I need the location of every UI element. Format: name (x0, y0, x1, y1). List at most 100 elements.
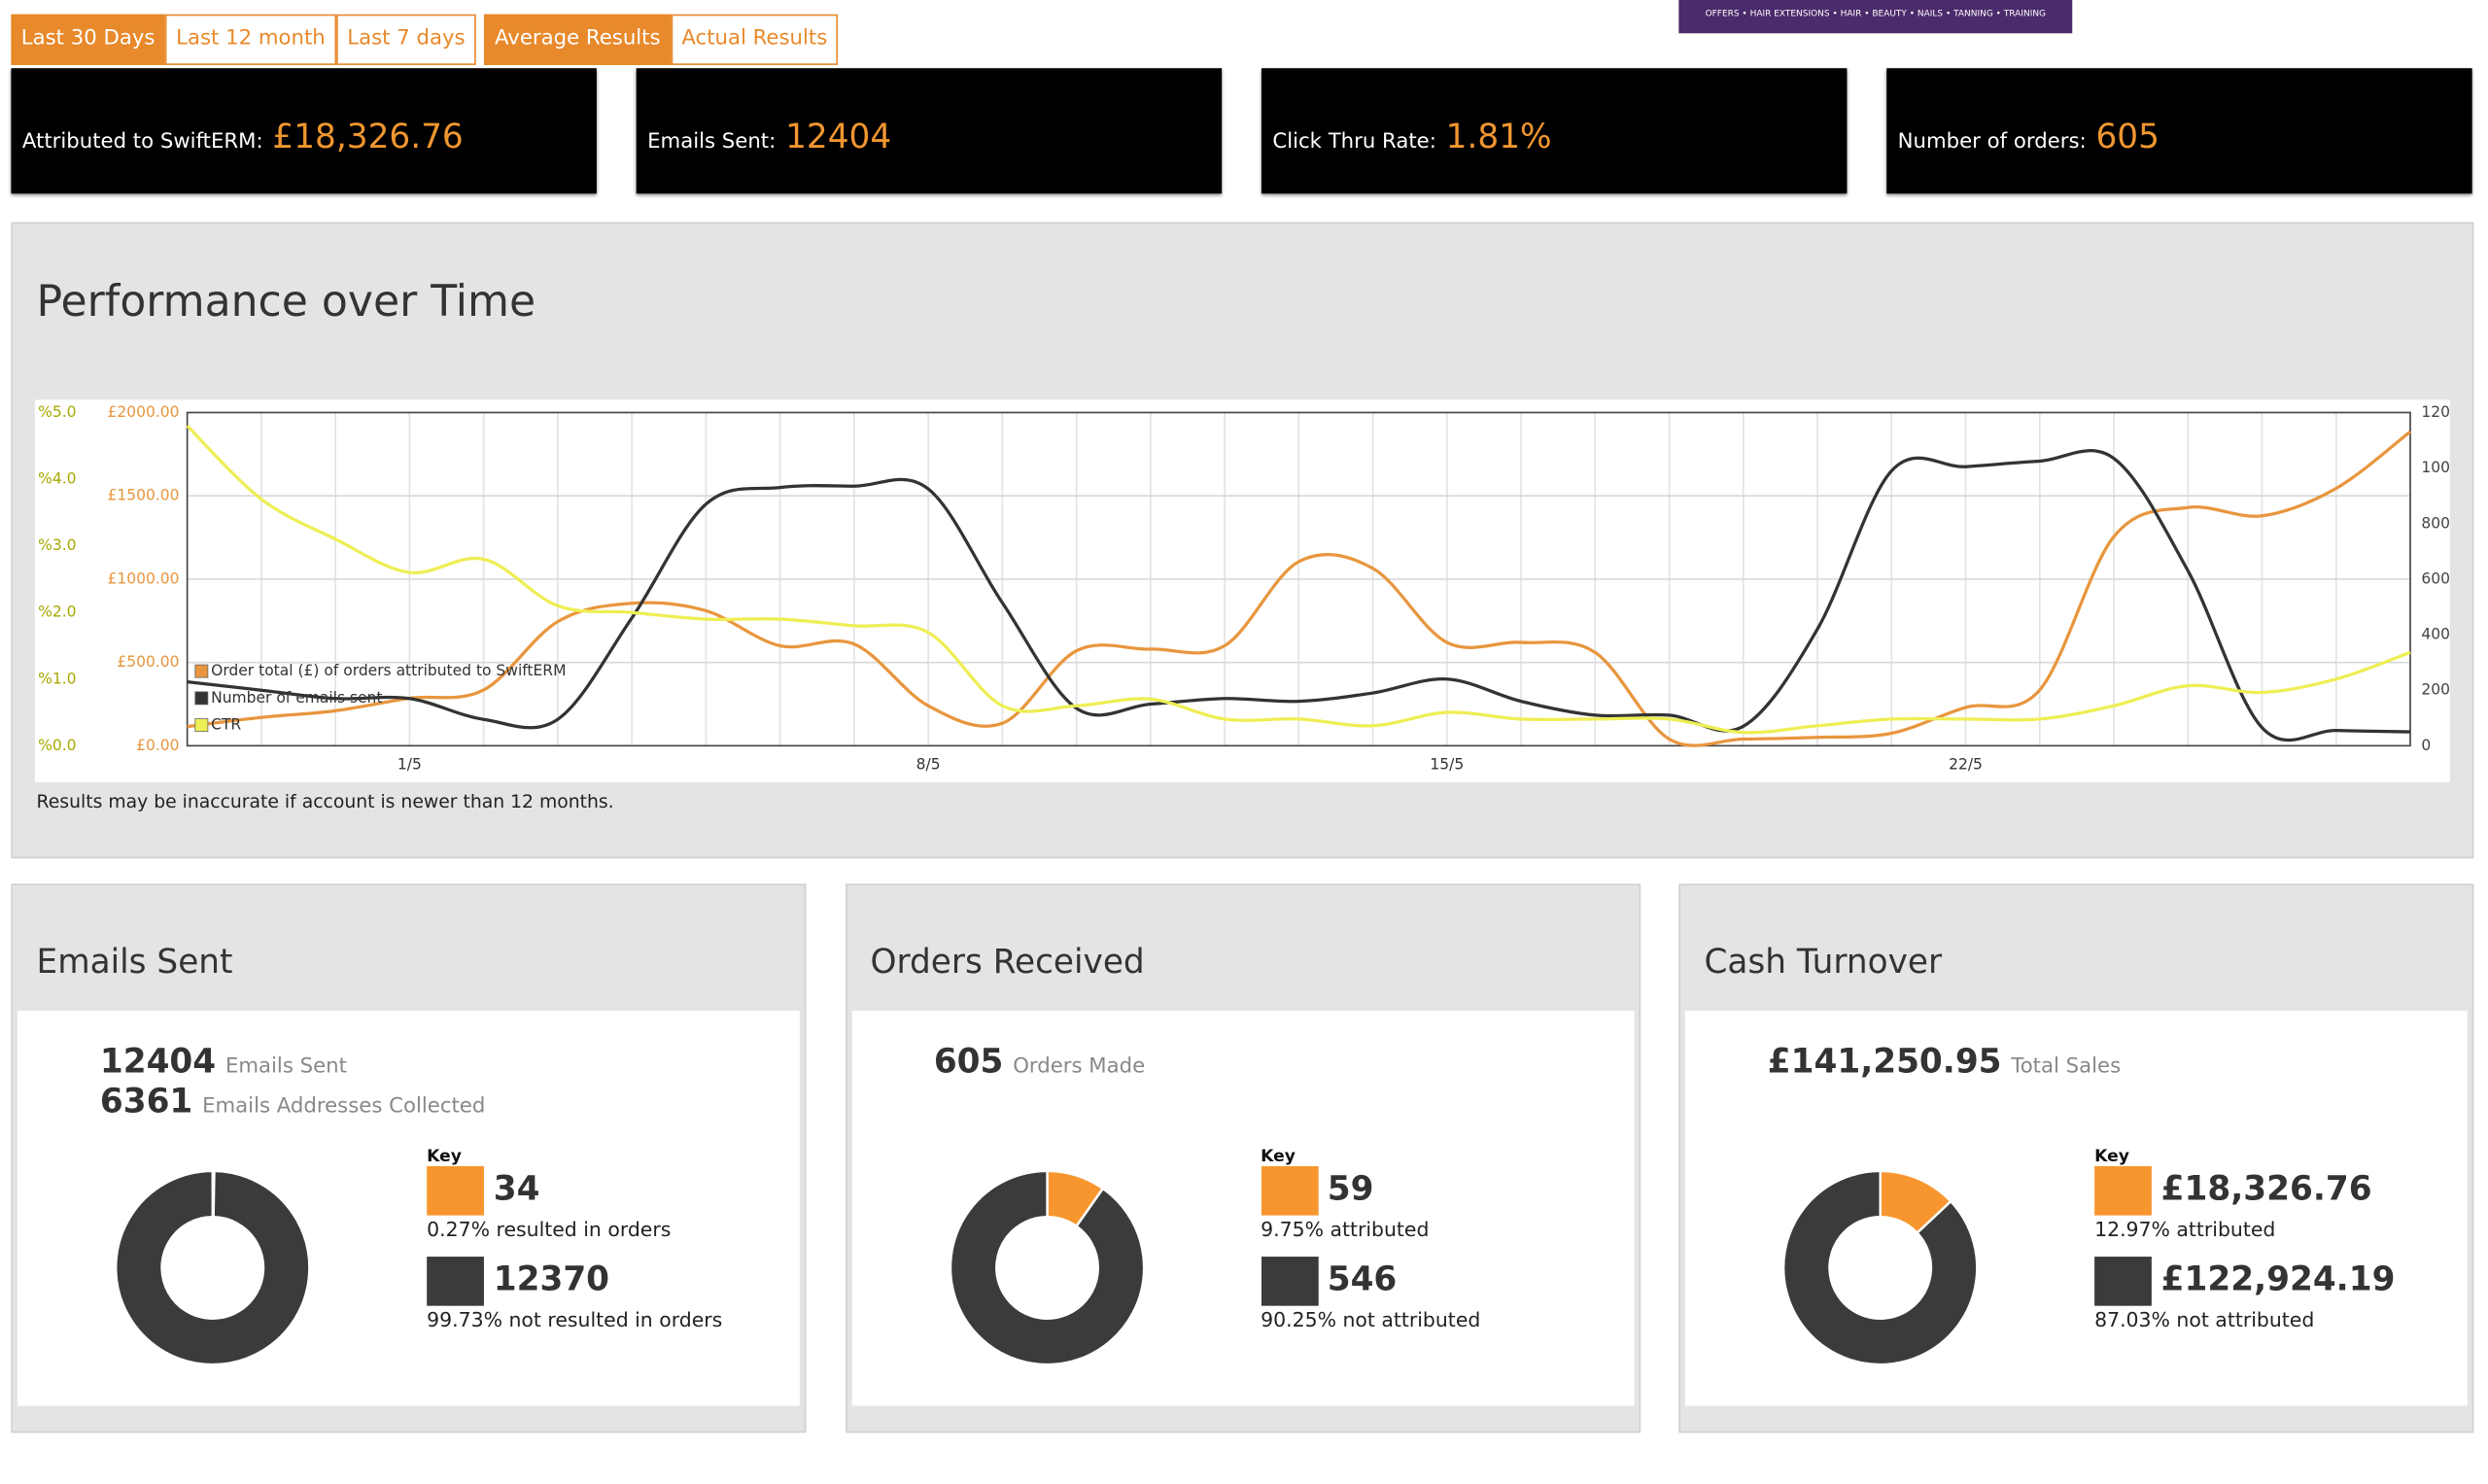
key-caption: 0.27% resulted in orders (427, 1217, 672, 1241)
key-value: 546 (1327, 1260, 1398, 1298)
x-tick-label: 1/5 (397, 755, 422, 773)
stat-box: Click Thru Rate: 1.81% (1261, 68, 1848, 194)
panel-title: Performance over Time (36, 277, 536, 328)
stat-label: Click Thru Rate: (1272, 129, 1436, 155)
key-label: Key (1261, 1147, 1296, 1166)
donut-slice (948, 1169, 1145, 1366)
period-tab[interactable]: Last 30 Days (11, 14, 165, 65)
key-value: £18,326.76 (2160, 1169, 2372, 1208)
key-caption: 99.73% not resulted in orders (427, 1307, 723, 1331)
panel-body: 605 Orders Made Key 59 9.75% attributed 546 90… (850, 1010, 1634, 1406)
performance-chart: £0.00 £500.00 £1000.00 £1500.00 £2000.00 %0.0… (34, 399, 2450, 782)
stat-box: Number of orders: 605 (1886, 68, 2472, 194)
panel-title: Emails Sent (36, 942, 233, 981)
stat-value: 1.81% (1445, 117, 1552, 155)
y-tick-label: £1000.00 (108, 569, 180, 587)
key-caption: 9.75% attributed (1261, 1217, 1430, 1241)
y3-tick-label: %2.0 (38, 604, 76, 621)
key-caption: 87.03% not attributed (2094, 1307, 2315, 1331)
legend-label: Number of emails sent (211, 689, 382, 707)
total-value: 12404 (99, 1042, 217, 1081)
total-value: 605 (933, 1042, 1004, 1081)
key-label: Key (427, 1147, 462, 1166)
stat-panel: Cash Turnover £141,250.95 Total Sales Key £1… (1678, 883, 2474, 1433)
key-value: £122,924.19 (2160, 1260, 2396, 1298)
y2-tick-label: 200 (2421, 681, 2449, 699)
total-value: 6361 (99, 1082, 193, 1121)
plot-frame (186, 411, 2411, 747)
key-swatch (427, 1257, 484, 1306)
key-swatch (1261, 1165, 1318, 1216)
y2-tick-label: 600 (2421, 569, 2449, 587)
stat-label: Number of orders: (1897, 129, 2087, 155)
performance-panel: Performance over Time £0.00 £500.00 £1000.… (11, 222, 2474, 859)
y2-tick-label: 800 (2421, 514, 2449, 532)
panel-title: Cash Turnover (1704, 942, 1943, 981)
series-line (186, 425, 2411, 735)
y3-tick-label: %5.0 (38, 403, 76, 421)
x-tick-label: 22/5 (1949, 755, 1983, 773)
y-tick-label: £1500.00 (108, 487, 180, 504)
legend-label: CTR (211, 716, 241, 734)
stat-value: 605 (2095, 117, 2160, 155)
legend-swatch (194, 664, 209, 678)
key-caption: 90.25% not attributed (1261, 1307, 1481, 1331)
stat-value: £18,326.76 (272, 117, 464, 155)
y-tick-label: £2000.00 (108, 403, 180, 421)
y3-tick-label: %0.0 (38, 737, 76, 754)
total-line: 605 Orders Made (934, 1043, 1145, 1081)
y2-tick-label: 1000 (2421, 459, 2449, 476)
y-tick-label: £0.00 (136, 737, 179, 754)
stat-panel: Emails Sent 12404 Emails Sent 6361 Emails Ad… (11, 883, 807, 1433)
key-value: 59 (1327, 1169, 1374, 1208)
key-value: 34 (493, 1169, 540, 1208)
mode-tab[interactable]: Average Results (483, 14, 672, 65)
mode-tab[interactable]: Actual Results (671, 14, 839, 65)
y2-tick-label: 0 (2421, 737, 2431, 754)
donut-chart (114, 1169, 311, 1366)
panel-title: Orders Received (870, 942, 1145, 981)
donut-slice (1781, 1169, 1979, 1366)
key-swatch (2094, 1257, 2152, 1306)
total-label: Orders Made (1013, 1054, 1146, 1080)
donut-chart (948, 1169, 1145, 1366)
total-label: Emails Sent (225, 1054, 347, 1080)
key-label: Key (2094, 1147, 2129, 1166)
legend-swatch (194, 718, 209, 733)
x-tick-label: 15/5 (1430, 755, 1464, 773)
series-line (187, 449, 2411, 742)
key-swatch (427, 1165, 484, 1216)
period-tab[interactable]: Last 12 month (164, 14, 337, 65)
stat-box: Emails Sent: 12404 (636, 68, 1223, 194)
y-tick-label: £500.00 (117, 653, 179, 671)
stat-panel: Orders Received 605 Orders Made Key 59 9.75% … (845, 883, 1641, 1433)
key-swatch (2094, 1165, 2152, 1216)
y3-tick-label: %3.0 (38, 536, 76, 554)
panel-body: £141,250.95 Total Sales Key £18,326.76 12.97… (1684, 1010, 2468, 1406)
total-line: 12404 Emails Sent (100, 1043, 347, 1081)
stat-value: 12404 (785, 117, 892, 155)
legend-label: Order total (£) of orders attributed to … (211, 662, 566, 679)
total-label: Emails Addresses Collected (202, 1094, 486, 1120)
x-tick-label: 8/5 (916, 755, 941, 773)
key-caption: 12.97% attributed (2094, 1217, 2276, 1241)
y2-tick-label: 400 (2421, 626, 2449, 643)
note: Results may be inaccurate if account is … (36, 790, 614, 812)
donut-chart (1781, 1169, 1979, 1366)
stat-label: Attributed to SwiftERM: (21, 129, 263, 155)
stat-box: Attributed to SwiftERM: £18,326.76 (11, 68, 597, 194)
y3-tick-label: %4.0 (38, 470, 76, 488)
key-swatch (1261, 1257, 1318, 1306)
legend-swatch (194, 691, 209, 706)
donut-slice (114, 1169, 311, 1366)
total-line: £141,250.95 Total Sales (1768, 1043, 2121, 1081)
banner: OFFERS • HAIR EXTENSIONS • HAIR • BEAUTY… (1678, 0, 2073, 34)
stat-label: Emails Sent: (647, 129, 777, 155)
key-value: 12370 (493, 1260, 610, 1298)
total-label: Total Sales (2011, 1054, 2122, 1080)
y3-tick-label: %1.0 (38, 670, 76, 687)
total-value: £141,250.95 (1767, 1042, 2002, 1081)
period-tab[interactable]: Last 7 days (336, 14, 476, 65)
